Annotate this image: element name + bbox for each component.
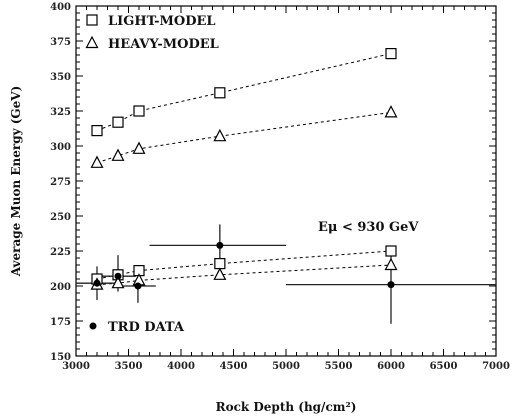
series-marker bbox=[213, 267, 227, 280]
data-point bbox=[216, 241, 224, 249]
y-tick-label: 150 bbox=[50, 352, 71, 363]
y-tick-label: 250 bbox=[50, 212, 71, 223]
y-tick-label: 300 bbox=[50, 142, 71, 153]
series-lines bbox=[96, 53, 392, 286]
legend: LIGHT-MODEL HEAVY-MODEL TRD DATA bbox=[85, 14, 219, 335]
axis-ticks bbox=[75, 5, 497, 357]
legend-label: TRD DATA bbox=[108, 320, 185, 335]
y-tick-label: 400 bbox=[50, 2, 71, 13]
series-marker bbox=[385, 47, 397, 60]
x-tick-label: 6000 bbox=[377, 361, 405, 372]
legend-label: HEAVY-MODEL bbox=[108, 37, 219, 52]
series-marker bbox=[132, 141, 146, 154]
x-tick-label: 3500 bbox=[115, 361, 143, 372]
data-point bbox=[134, 282, 142, 290]
series-line bbox=[96, 111, 392, 164]
legend-marker bbox=[85, 35, 99, 49]
series-marker bbox=[91, 124, 103, 137]
series-marker bbox=[112, 116, 124, 128]
legend-marker bbox=[89, 322, 97, 330]
series-marker bbox=[214, 87, 226, 99]
legend-label: LIGHT-MODEL bbox=[108, 14, 216, 29]
x-tick-label: 3000 bbox=[62, 361, 90, 372]
y-tick-label: 375 bbox=[50, 37, 71, 48]
annotation: Eμ < 930 GeV bbox=[318, 220, 419, 235]
markers bbox=[90, 47, 398, 290]
series-marker bbox=[133, 105, 145, 117]
y-tick-label: 175 bbox=[50, 317, 71, 328]
y-tick-label: 225 bbox=[50, 247, 71, 258]
y-tick-label: 325 bbox=[50, 107, 71, 118]
x-axis-label: Rock Depth (hg/cm²) bbox=[216, 400, 357, 414]
plot-frame bbox=[75, 5, 497, 357]
x-tick-label: 6500 bbox=[430, 361, 458, 372]
x-tick-label: 4500 bbox=[220, 361, 248, 372]
x-tick-label: 5000 bbox=[272, 361, 300, 372]
series-marker bbox=[384, 257, 398, 271]
y-tick-label: 275 bbox=[50, 177, 71, 188]
data-point bbox=[387, 281, 395, 289]
data-point bbox=[93, 279, 101, 287]
data-point bbox=[114, 272, 122, 280]
series-marker bbox=[213, 128, 227, 142]
series-line bbox=[96, 53, 392, 132]
x-tick-label: 5500 bbox=[325, 361, 353, 372]
series-marker bbox=[111, 275, 125, 289]
legend-marker bbox=[86, 14, 98, 26]
series-marker bbox=[385, 245, 397, 257]
x-tick-label: 7000 bbox=[482, 361, 510, 372]
series-marker bbox=[90, 155, 104, 168]
series-marker bbox=[214, 258, 226, 270]
y-tick-label: 350 bbox=[50, 72, 71, 83]
tick-labels: 3000 3500 4000 4500 5000 5500 6000 6500 7000 150 1… bbox=[50, 2, 510, 372]
series-marker bbox=[111, 148, 125, 161]
y-tick-label: 200 bbox=[50, 282, 71, 293]
series-marker bbox=[384, 105, 398, 118]
y-axis-label: Average Muon Energy (GeV) bbox=[9, 86, 23, 278]
x-tick-label: 4000 bbox=[167, 361, 195, 372]
